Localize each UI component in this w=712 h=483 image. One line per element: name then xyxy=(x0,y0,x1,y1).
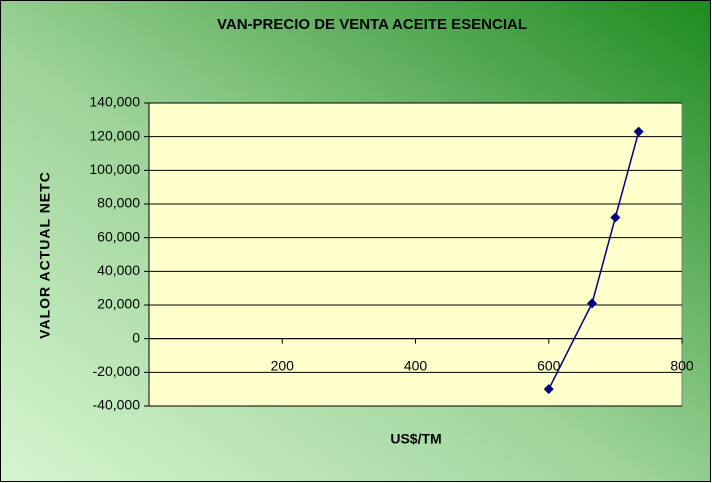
y-tick-label: 60,000 xyxy=(97,228,140,244)
y-tick-label: 120,000 xyxy=(89,127,140,143)
data-point xyxy=(587,298,598,309)
x-tick-label: 600 xyxy=(537,357,561,373)
x-axis-label: US$/TM xyxy=(390,431,441,447)
x-tick-label: 200 xyxy=(271,357,295,373)
plot-area xyxy=(148,102,683,407)
y-tick-label: 100,000 xyxy=(89,161,140,177)
data-point xyxy=(633,126,644,137)
y-tick-label: 140,000 xyxy=(89,94,140,110)
x-tick-label: 400 xyxy=(404,357,428,373)
y-tick-label: 0 xyxy=(132,329,140,345)
y-tick-label: 20,000 xyxy=(97,296,140,312)
y-axis-label: VALOR ACTUAL NETC xyxy=(37,171,53,339)
series-line xyxy=(548,131,640,390)
data-point xyxy=(610,212,621,223)
x-tick-label: 800 xyxy=(670,357,694,373)
data-point xyxy=(543,384,554,395)
y-tick-label: 40,000 xyxy=(97,262,140,278)
y-tick-label: -40,000 xyxy=(93,397,141,413)
y-tick-label: 80,000 xyxy=(97,195,140,211)
y-tick-label: -20,000 xyxy=(93,363,141,379)
chart-title: VAN-PRECIO DE VENTA ACEITE ESENCIAL xyxy=(217,16,527,33)
